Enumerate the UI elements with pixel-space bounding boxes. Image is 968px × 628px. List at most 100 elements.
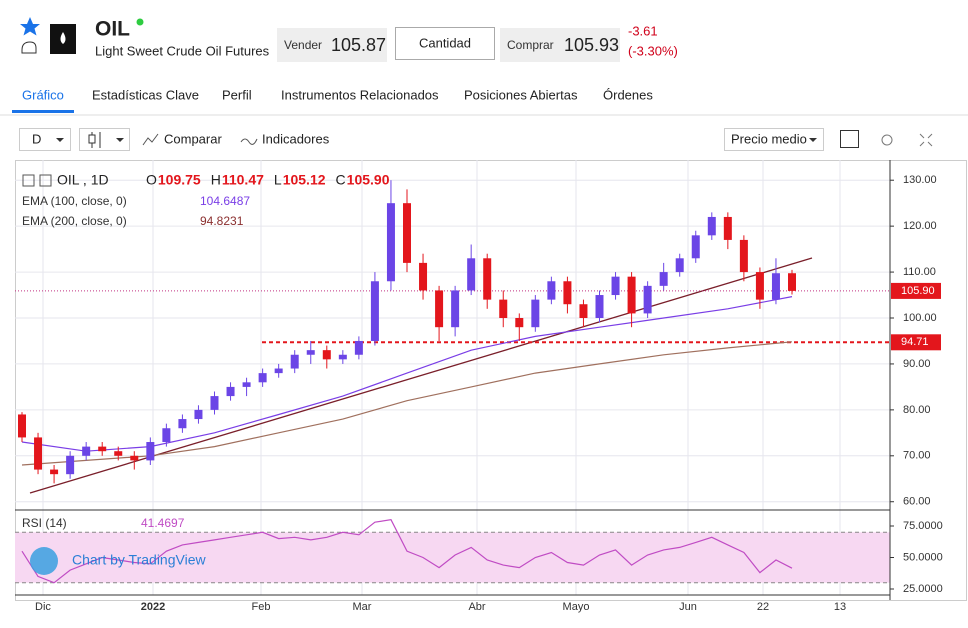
x-tick-label: Jun bbox=[679, 601, 697, 613]
candle-icon-body bbox=[88, 134, 96, 144]
candle-body bbox=[66, 455, 75, 475]
star[interactable] bbox=[20, 17, 40, 36]
candle-body bbox=[547, 281, 556, 300]
candle-body bbox=[451, 290, 460, 328]
x-tick-label: 2022 bbox=[141, 601, 165, 613]
legend-symbol: OIL , 1D bbox=[57, 172, 109, 188]
ohlc-letter: L bbox=[274, 172, 282, 188]
ema100-label: EMA (100, close, 0) bbox=[22, 194, 127, 208]
ohlc-letter: H bbox=[211, 172, 221, 188]
tab[interactable]: Instrumentos Relacionados bbox=[281, 87, 439, 102]
indicators[interactable]: Indicadores bbox=[262, 131, 330, 146]
candle-body bbox=[290, 354, 299, 369]
ema100-value: 104.6487 bbox=[200, 194, 250, 208]
candle-body bbox=[226, 386, 235, 397]
fullscreen-icon[interactable] bbox=[919, 133, 933, 147]
x-tick-label: Mar bbox=[353, 601, 372, 613]
candle-body bbox=[178, 419, 187, 429]
candle-body bbox=[691, 235, 700, 259]
candle-body bbox=[467, 258, 476, 291]
candle-body bbox=[675, 258, 684, 273]
rsi-tick-label: 50.0000 bbox=[903, 551, 943, 563]
checkbox[interactable] bbox=[840, 130, 859, 148]
price-type-select[interactable] bbox=[724, 128, 824, 151]
last-price-tag bbox=[891, 282, 941, 299]
buy-button[interactable] bbox=[500, 28, 620, 62]
change-pct: (-3.30%) bbox=[628, 43, 678, 58]
plot bbox=[15, 160, 894, 595]
rsi-tick-label: 75.0000 bbox=[903, 520, 943, 532]
x-tick-label: Abr bbox=[468, 601, 485, 613]
candle-body bbox=[258, 373, 267, 383]
ohlc-value: 105.12 bbox=[283, 172, 326, 188]
candle-body bbox=[643, 285, 652, 314]
oil-drop bbox=[60, 32, 66, 44]
rsi-value: 41.4697 bbox=[141, 516, 185, 530]
instrument-name: Light Sweet Crude Oil Futures bbox=[95, 43, 270, 58]
candle-body bbox=[98, 446, 107, 452]
candle-body bbox=[146, 442, 155, 461]
candle-body bbox=[531, 299, 540, 328]
level-label: 94.71 bbox=[901, 336, 929, 348]
candle-body bbox=[515, 318, 524, 328]
tab[interactable]: Estadísticas Clave bbox=[92, 87, 199, 102]
tab[interactable]: Perfil bbox=[222, 87, 252, 102]
chart-frame bbox=[15, 160, 967, 601]
hide-icon[interactable] bbox=[39, 174, 52, 187]
caret bbox=[116, 138, 124, 142]
ohlc-value: 105.90 bbox=[347, 172, 390, 188]
caret bbox=[56, 138, 64, 142]
candle-body bbox=[322, 350, 331, 360]
collapse-icon[interactable] bbox=[22, 174, 35, 187]
x-tick-label: Mayo bbox=[563, 601, 590, 613]
candle-body bbox=[659, 272, 668, 286]
level-tag bbox=[891, 334, 941, 351]
candle-body bbox=[306, 350, 315, 355]
time-axis: Dic 2022 Feb Mar Abr Mayo Jun 22 13 bbox=[35, 601, 846, 613]
candle-body bbox=[210, 396, 219, 410]
ohlc: O 109.75 H 110.47 L 105.12 C 105.90 bbox=[146, 172, 390, 188]
candle-body bbox=[18, 414, 26, 438]
indicators-icon bbox=[240, 138, 258, 145]
buy-price: 105.93 bbox=[564, 35, 619, 55]
candle-body bbox=[755, 272, 764, 300]
candle-body bbox=[723, 216, 732, 240]
ohlc-letter: O bbox=[146, 172, 157, 188]
candle-body bbox=[130, 455, 139, 461]
y-tick-label: 110.00 bbox=[903, 266, 936, 278]
sell-price: 105.87 bbox=[331, 35, 386, 55]
tabs: Gráfico Estadísticas Clave Perfil Instrumen… bbox=[22, 87, 653, 102]
buy-label: Comprar bbox=[507, 38, 554, 52]
rsi-line bbox=[21, 519, 793, 584]
candle-body bbox=[34, 437, 43, 470]
ohlc-value: 109.75 bbox=[158, 172, 201, 188]
candle-body bbox=[499, 299, 508, 319]
tab[interactable]: Órdenes bbox=[603, 87, 653, 102]
y-tick-label: 90.00 bbox=[903, 358, 931, 370]
candle-body bbox=[50, 469, 59, 475]
candle-body bbox=[579, 304, 588, 319]
alert-icon[interactable] bbox=[21, 41, 37, 54]
tab[interactable]: Gráfico bbox=[22, 87, 64, 102]
candle-body bbox=[611, 276, 620, 296]
active-tab-underline bbox=[12, 110, 74, 113]
candle-body bbox=[370, 281, 379, 341]
compare[interactable]: Comparar bbox=[164, 131, 222, 146]
ohlc-value: 110.47 bbox=[222, 172, 264, 188]
compare-icon bbox=[142, 133, 159, 146]
y-tick-label: 60.00 bbox=[903, 496, 931, 508]
sell-label: Vender bbox=[284, 38, 322, 52]
interval-select[interactable] bbox=[19, 128, 71, 151]
candle-body bbox=[386, 203, 395, 282]
rsi-label: RSI (14) bbox=[22, 516, 67, 530]
y-tick-label: 100.00 bbox=[903, 312, 937, 324]
sell-button[interactable] bbox=[277, 28, 387, 62]
watermark-logo bbox=[30, 547, 58, 575]
quantity-input[interactable] bbox=[395, 27, 495, 60]
symbol: OIL bbox=[95, 18, 130, 41]
y-tick-label: 120.00 bbox=[903, 220, 937, 232]
settings-icon[interactable] bbox=[881, 134, 893, 146]
tab[interactable]: Posiciones Abiertas bbox=[464, 87, 578, 102]
candle-body bbox=[82, 446, 91, 456]
